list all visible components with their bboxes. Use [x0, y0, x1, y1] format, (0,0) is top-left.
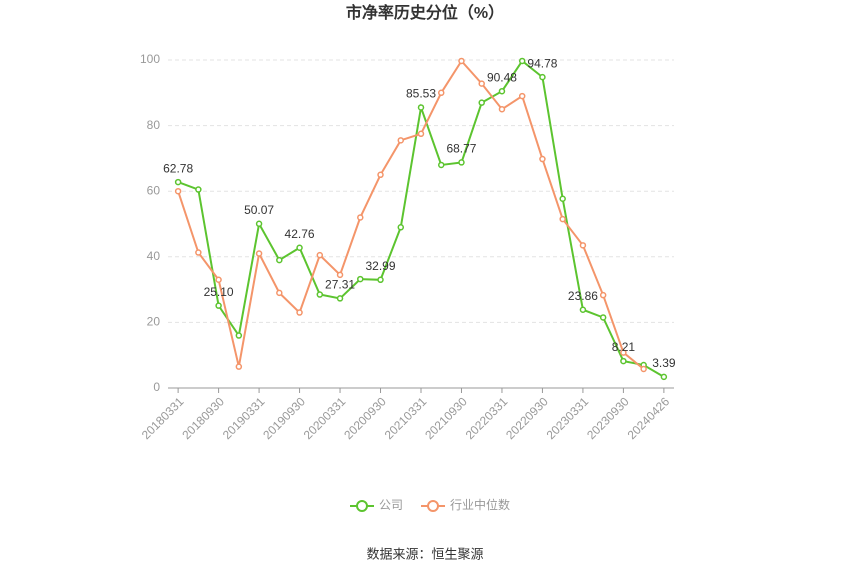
point	[397, 137, 405, 144]
x-tick-label: 20240426	[625, 394, 673, 442]
point	[235, 363, 243, 370]
x-tick-label: 20220930	[503, 394, 551, 442]
y-tick-label: 0	[153, 380, 160, 394]
x-tick-label: 20210331	[382, 394, 430, 442]
point	[458, 57, 465, 65]
point	[478, 80, 485, 87]
y-tick-label: 100	[140, 52, 160, 66]
point	[195, 249, 202, 256]
point	[296, 244, 303, 251]
x-tick-label: 20190331	[220, 394, 268, 442]
point	[397, 224, 405, 231]
point	[437, 89, 445, 97]
data-label: 25.10	[204, 285, 234, 299]
legend-marker	[427, 500, 440, 512]
point	[579, 306, 587, 313]
point	[478, 99, 485, 106]
point	[215, 276, 222, 284]
point	[255, 220, 263, 228]
point	[518, 92, 526, 100]
x-tick-label: 20200930	[341, 394, 389, 442]
point	[579, 242, 587, 249]
point	[377, 276, 384, 284]
point	[195, 186, 202, 193]
data-label: 85.53	[406, 87, 436, 101]
point	[559, 195, 566, 202]
point	[640, 365, 647, 373]
point	[377, 171, 384, 179]
data-label: 62.78	[163, 161, 193, 175]
point	[255, 250, 263, 257]
x-tick-label: 20190930	[260, 394, 308, 442]
point	[498, 105, 506, 113]
chart-title: 市净率历史分位（%）	[346, 3, 504, 22]
legend-label: 行业中位数	[450, 497, 510, 512]
point	[174, 187, 182, 195]
point	[539, 73, 546, 81]
point	[620, 357, 627, 365]
point	[498, 87, 506, 95]
point	[518, 57, 526, 65]
point	[336, 271, 344, 279]
x-tick-label: 20230331	[544, 394, 592, 442]
x-tick-label: 20210930	[422, 394, 470, 442]
point	[357, 214, 364, 221]
y-tick-label: 60	[147, 183, 161, 197]
x-tick-label: 20220331	[463, 394, 511, 442]
data-label: 50.07	[244, 203, 274, 217]
y-tick-label: 40	[147, 249, 161, 263]
point	[620, 349, 627, 356]
data-label: 3.39	[652, 356, 676, 370]
data-label: 68.77	[446, 142, 476, 156]
x-tick-label: 20230930	[584, 394, 632, 442]
data-label: 32.99	[366, 259, 396, 273]
point	[660, 373, 668, 381]
point	[599, 314, 607, 321]
point	[437, 161, 445, 169]
data-label: 94.78	[527, 56, 557, 70]
y-tick-label: 20	[147, 315, 161, 329]
point	[357, 275, 364, 283]
point	[417, 130, 425, 138]
point	[215, 302, 222, 309]
point	[174, 178, 182, 186]
series-line	[177, 59, 645, 370]
point	[458, 159, 465, 166]
point	[316, 291, 324, 298]
legend-label: 公司	[379, 498, 403, 512]
data-label: 42.76	[285, 227, 315, 241]
data-label: 27.31	[325, 278, 355, 292]
data-label: 23.86	[568, 289, 598, 303]
point	[336, 295, 344, 302]
data-label: 90.48	[487, 70, 517, 84]
data-label: 8.21	[612, 340, 636, 354]
y-tick-label: 80	[147, 118, 161, 132]
point	[599, 291, 607, 299]
x-tick-label: 20200331	[301, 394, 349, 442]
x-tick-label: 20180930	[179, 394, 227, 442]
point	[276, 256, 283, 264]
point	[316, 251, 324, 259]
source: 数据来源：恒生聚源	[366, 546, 483, 561]
point	[417, 104, 425, 111]
point	[296, 309, 303, 316]
point	[559, 215, 566, 223]
point	[235, 332, 243, 339]
point	[276, 289, 283, 297]
legend-marker	[356, 500, 368, 512]
point	[539, 155, 546, 163]
x-tick-label: 20180331	[139, 394, 187, 442]
